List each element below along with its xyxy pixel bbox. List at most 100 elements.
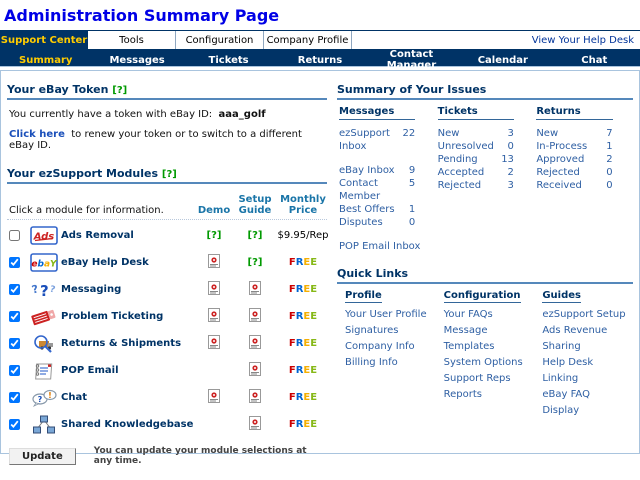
svg-text:Ads: Ads — [33, 232, 55, 243]
issue-count: 13 — [501, 154, 514, 165]
module-link[interactable]: eBay Help Desk — [61, 257, 149, 268]
module-link[interactable]: Returns & Shipments — [61, 338, 182, 349]
subnav-returns[interactable]: Returns — [297, 54, 343, 66]
token-status-line: You currently have a token with eBay ID:… — [9, 109, 327, 120]
tickets-column-title: Tickets — [437, 106, 514, 120]
quick-link[interactable]: Your FAQs — [443, 309, 493, 320]
issue-link[interactable]: Unresolved — [437, 141, 494, 152]
issue-link[interactable]: In-Process — [536, 141, 588, 152]
quick-link[interactable]: ezSupport Setup — [542, 309, 626, 320]
quick-link[interactable]: Reports — [443, 389, 483, 400]
module-link[interactable]: POP Email — [61, 365, 119, 376]
module-link[interactable]: Chat — [61, 392, 87, 403]
ebay-help-desk-checkbox[interactable] — [9, 257, 20, 268]
pop-email-checkbox[interactable] — [9, 365, 20, 376]
quick-link[interactable]: Support Reps — [443, 373, 511, 384]
col-header-monthly-price: Monthly Price — [280, 194, 326, 216]
issue-link[interactable]: ezSupport Inbox — [339, 128, 390, 152]
returns-shipments-checkbox[interactable] — [9, 338, 20, 349]
quick-link[interactable]: Message Templates — [443, 325, 495, 352]
setup-pdf-icon[interactable] — [249, 389, 261, 406]
ebay-icon: ebaY — [27, 252, 61, 273]
token-status-text: You currently have a token with eBay ID: — [9, 109, 213, 120]
tab-support-center[interactable]: Support Center — [0, 31, 88, 49]
module-link[interactable]: Messaging — [61, 284, 122, 295]
quick-link[interactable]: System Options — [443, 357, 523, 368]
issue-link[interactable]: Received — [536, 180, 582, 191]
view-help-desk-link[interactable]: View Your Help Desk — [531, 34, 634, 46]
setup-pdf-icon[interactable] — [249, 362, 261, 379]
tab-configuration[interactable]: Configuration — [176, 31, 264, 49]
ads-icon: Ads — [27, 225, 61, 246]
problem-ticketing-checkbox[interactable] — [9, 311, 20, 322]
issue-link[interactable]: Rejected — [437, 180, 482, 191]
module-price: $9.95/Rep — [277, 230, 329, 241]
demo-pdf-icon[interactable] — [208, 308, 220, 325]
issue-link[interactable]: Best Offers — [339, 204, 395, 215]
profile-links-title[interactable]: Profile — [345, 290, 382, 303]
quick-link[interactable]: Help Desk Linking — [542, 357, 594, 384]
issue-count: 1 — [408, 204, 416, 215]
demo-help-link[interactable]: [?] — [206, 230, 222, 241]
issue-count: 0 — [507, 141, 514, 152]
setup-pdf-icon[interactable] — [249, 335, 261, 352]
tab-company-profile[interactable]: Company Profile — [264, 31, 352, 49]
demo-pdf-icon[interactable] — [208, 389, 220, 406]
quick-link[interactable]: eBay FAQ Display — [542, 389, 590, 416]
svg-text:?: ? — [40, 282, 49, 300]
modules-section: Your ezSupport Modules [?] Click a modul… — [7, 167, 329, 466]
ads-removal-checkbox[interactable] — [9, 230, 20, 241]
issue-count: 2 — [507, 167, 514, 178]
subnav-tickets[interactable]: Tickets — [208, 54, 249, 66]
module-link[interactable]: Problem Ticketing — [61, 311, 164, 322]
issue-link[interactable]: Pending — [437, 154, 478, 165]
setup-pdf-icon[interactable] — [249, 308, 261, 325]
issue-count: 0 — [606, 180, 613, 191]
tickets-column: Tickets New 3 Unresolved 0 Pending 13 Accep… — [436, 106, 535, 253]
configuration-links-title[interactable]: Configuration — [443, 290, 521, 303]
module-link[interactable]: Ads Removal — [61, 230, 134, 241]
quick-link[interactable]: Your User Profile — [345, 309, 427, 320]
demo-pdf-icon[interactable] — [208, 254, 220, 271]
update-button[interactable]: Update — [9, 447, 76, 465]
quick-link[interactable]: Ads Revenue Sharing — [542, 325, 608, 352]
issue-link[interactable]: eBay Inbox — [339, 165, 395, 176]
messaging-checkbox[interactable] — [9, 284, 20, 295]
quick-link[interactable]: Signatures — [345, 325, 399, 336]
issue-link[interactable]: Accepted — [437, 167, 485, 178]
quick-link[interactable]: Company Info — [345, 341, 415, 352]
demo-pdf-icon[interactable] — [208, 335, 220, 352]
issue-link[interactable]: Contact Member — [339, 178, 381, 202]
subnav-chat[interactable]: Chat — [581, 54, 608, 66]
module-link[interactable]: Shared Knowledgebase — [61, 419, 194, 430]
token-help-icon[interactable]: [?] — [112, 85, 128, 96]
chat-checkbox[interactable] — [9, 392, 20, 403]
truck-magnifier-icon — [27, 333, 61, 355]
setup-pdf-icon[interactable] — [249, 281, 261, 298]
demo-pdf-icon[interactable] — [208, 281, 220, 298]
subnav-calendar[interactable]: Calendar — [477, 54, 528, 66]
issue-link[interactable]: Approved — [536, 154, 585, 165]
issue-link[interactable]: New — [536, 128, 559, 139]
modules-help-icon[interactable]: [?] — [161, 169, 177, 180]
issue-link[interactable]: Rejected — [536, 167, 580, 178]
subnav-summary[interactable]: Summary — [19, 54, 73, 66]
shared-knowledgebase-checkbox[interactable] — [9, 419, 20, 430]
subnav-contact-manager[interactable]: Contact Manager — [386, 49, 437, 71]
subnav-messages[interactable]: Messages — [109, 54, 165, 66]
quick-link[interactable]: Billing Info — [345, 357, 398, 368]
pop-email-inbox-link[interactable]: POP Email Inbox — [339, 241, 421, 252]
renew-token-link[interactable]: Click here — [9, 129, 65, 140]
setup-pdf-icon[interactable] — [249, 416, 261, 433]
issue-link[interactable]: New — [437, 128, 460, 139]
tab-tools[interactable]: Tools — [88, 31, 176, 49]
setup-help-link[interactable]: [?] — [247, 230, 263, 241]
issue-link[interactable]: Disputes — [339, 217, 383, 228]
guides-links-title[interactable]: Guides — [542, 290, 581, 303]
setup-help-link[interactable]: [?] — [247, 257, 263, 268]
